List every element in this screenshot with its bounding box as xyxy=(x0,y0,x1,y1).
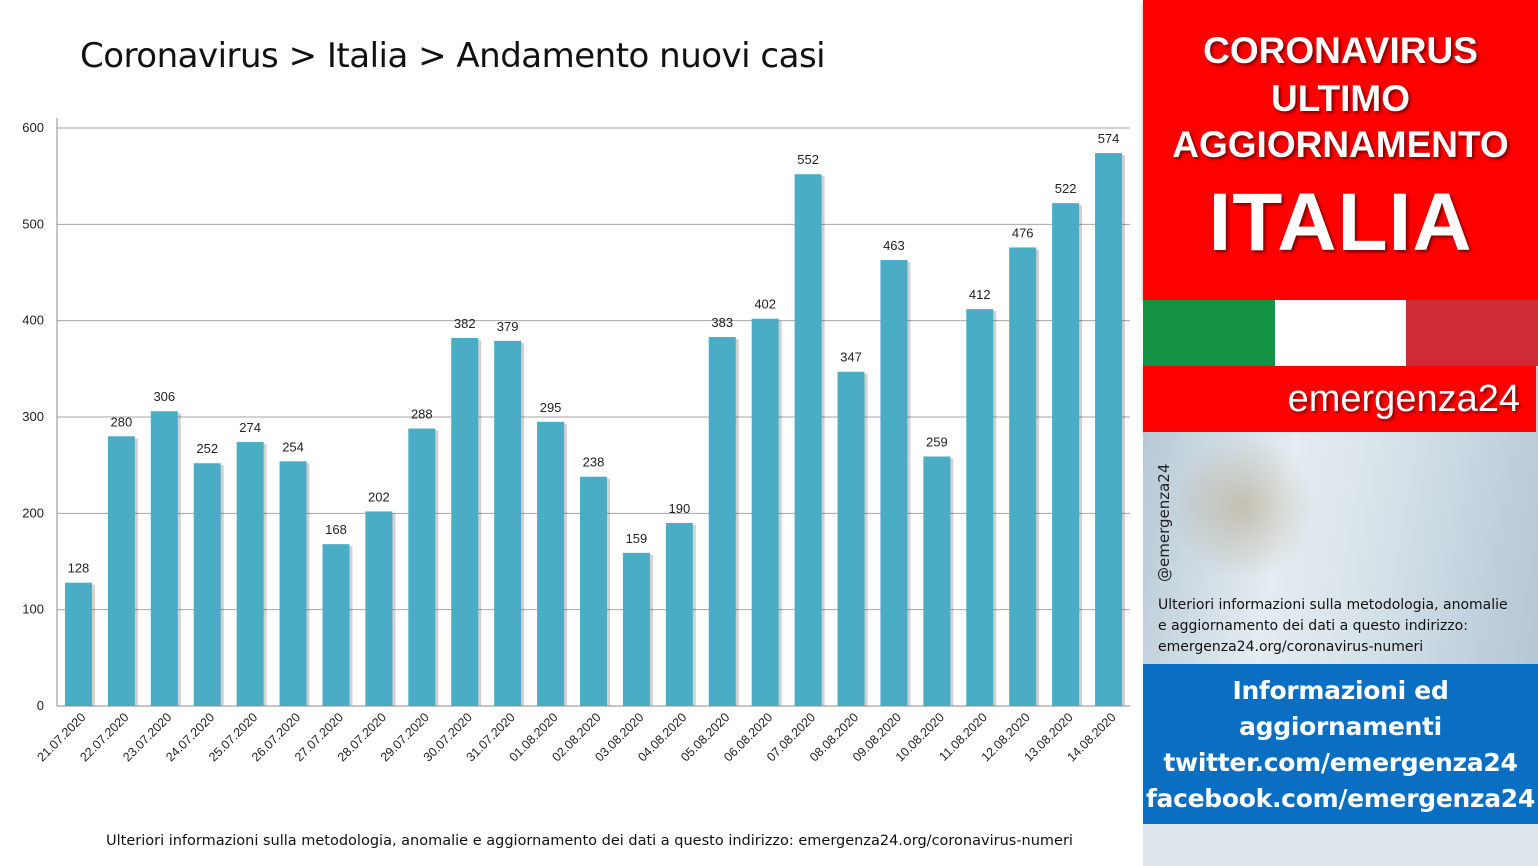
y-tick-label: 500 xyxy=(22,216,44,231)
data-label: 254 xyxy=(282,439,304,454)
data-label: 280 xyxy=(111,414,133,429)
bar xyxy=(1052,203,1080,706)
bar xyxy=(365,511,393,706)
bar xyxy=(751,318,779,706)
italian-flag-icon xyxy=(1143,300,1538,366)
chart-title: Coronavirus > Italia > Andamento nuovi c… xyxy=(80,36,826,76)
data-label: 379 xyxy=(497,319,519,334)
side-note-line-1: Ulteriori informazioni sulla metodologia… xyxy=(1158,597,1508,613)
side-note-line-3: emergenza24.org/coronavirus-numeri xyxy=(1158,639,1424,655)
data-label: 274 xyxy=(239,420,261,435)
bar xyxy=(837,371,865,706)
side-note-line-2: e aggiornamento dei dati a questo indiri… xyxy=(1158,618,1468,634)
bar xyxy=(279,461,307,706)
data-label: 128 xyxy=(68,561,90,576)
data-label: 463 xyxy=(883,238,905,253)
data-label: 412 xyxy=(969,287,991,302)
bar xyxy=(708,337,736,706)
flag-stripe-green xyxy=(1143,300,1275,366)
data-labels: 128 280 306 252 274 254 168 202 288 382 379 295 238 1… xyxy=(68,131,1120,576)
bar xyxy=(580,476,607,706)
bar xyxy=(322,544,350,706)
twitter-handle: @emergenza24 xyxy=(1155,463,1173,582)
y-tick-label: 300 xyxy=(22,409,44,424)
data-label: 288 xyxy=(411,407,433,422)
data-label: 522 xyxy=(1055,181,1077,196)
data-label: 168 xyxy=(325,522,347,537)
side-note: Ulteriori informazioni sulla metodologia… xyxy=(1158,595,1536,658)
info-line-2: aggiornamenti xyxy=(1239,712,1442,741)
bar xyxy=(236,442,264,706)
bar xyxy=(193,463,221,706)
header-line-1: CORONAVIRUS xyxy=(1203,30,1478,71)
bar xyxy=(107,436,135,706)
bar xyxy=(880,259,908,706)
bars xyxy=(64,153,1126,707)
data-label: 383 xyxy=(711,315,733,330)
y-tick-label: 600 xyxy=(22,120,44,135)
bar xyxy=(1095,153,1123,707)
data-label: 552 xyxy=(797,152,819,167)
y-tick-label: 100 xyxy=(22,602,44,617)
bar xyxy=(1009,247,1037,706)
bar xyxy=(494,340,522,706)
info-line-1: Informazioni ed xyxy=(1232,676,1449,705)
y-axis-ticks: 0 100 200 300 400 500 600 xyxy=(22,120,44,713)
bar xyxy=(451,338,479,706)
photo-blur xyxy=(1173,432,1313,582)
data-label: 202 xyxy=(368,489,390,504)
bar xyxy=(408,428,436,706)
bar xyxy=(622,552,650,706)
bar xyxy=(794,174,822,707)
bar-chart: 0 100 200 300 400 500 600 128 280 306 252 274 254 16… xyxy=(22,118,1130,764)
flag-stripe-white xyxy=(1274,300,1407,366)
facebook-link[interactable]: facebook.com/emergenza24 xyxy=(1145,784,1536,813)
y-tick-label: 400 xyxy=(22,313,44,328)
country-title: ITALIA xyxy=(1208,177,1473,268)
data-label: 190 xyxy=(668,501,690,516)
info-box: Informazioni ed aggiornamenti twitter.co… xyxy=(1143,664,1538,824)
y-tick-label: 0 xyxy=(37,698,44,713)
data-label: 306 xyxy=(153,389,175,404)
data-label: 382 xyxy=(454,316,476,331)
data-label: 347 xyxy=(840,350,862,365)
data-label: 259 xyxy=(926,434,948,449)
twitter-link[interactable]: twitter.com/emergenza24 xyxy=(1163,748,1518,777)
data-label: 476 xyxy=(1012,225,1034,240)
data-label: 402 xyxy=(754,297,776,312)
bottom-strip xyxy=(1143,824,1538,866)
bar xyxy=(150,411,178,706)
header-box: CORONAVIRUS ULTIMO AGGIORNAMENTO ITALIA xyxy=(1143,0,1538,300)
bar xyxy=(665,522,693,706)
bar xyxy=(537,421,565,706)
data-label: 574 xyxy=(1098,131,1120,146)
x-axis-ticks: 21.07.202022.07.202023.07.202024.07.2020… xyxy=(34,710,1118,764)
flag-stripe-red xyxy=(1406,300,1538,366)
data-label: 238 xyxy=(583,455,605,470)
side-panel: CORONAVIRUS ULTIMO AGGIORNAMENTO ITALIA … xyxy=(1143,0,1538,866)
y-tick-label: 200 xyxy=(22,505,44,520)
data-label: 252 xyxy=(196,441,218,456)
bar xyxy=(966,309,994,706)
data-label: 159 xyxy=(626,531,648,546)
axes xyxy=(56,118,1130,707)
data-label: 295 xyxy=(540,400,562,415)
header-line-2: ULTIMO xyxy=(1270,78,1411,119)
bar xyxy=(64,582,92,706)
bar xyxy=(923,456,951,706)
brand-logo-text: emergenza24 xyxy=(1287,378,1520,420)
header-line-3: AGGIORNAMENTO xyxy=(1172,124,1509,165)
footer-note: Ulteriori informazioni sulla metodologia… xyxy=(106,833,1073,849)
brand-bar: emergenza24 xyxy=(1143,366,1536,432)
background-photo: @emergenza24 Ulteriori informazioni sull… xyxy=(1143,432,1538,664)
